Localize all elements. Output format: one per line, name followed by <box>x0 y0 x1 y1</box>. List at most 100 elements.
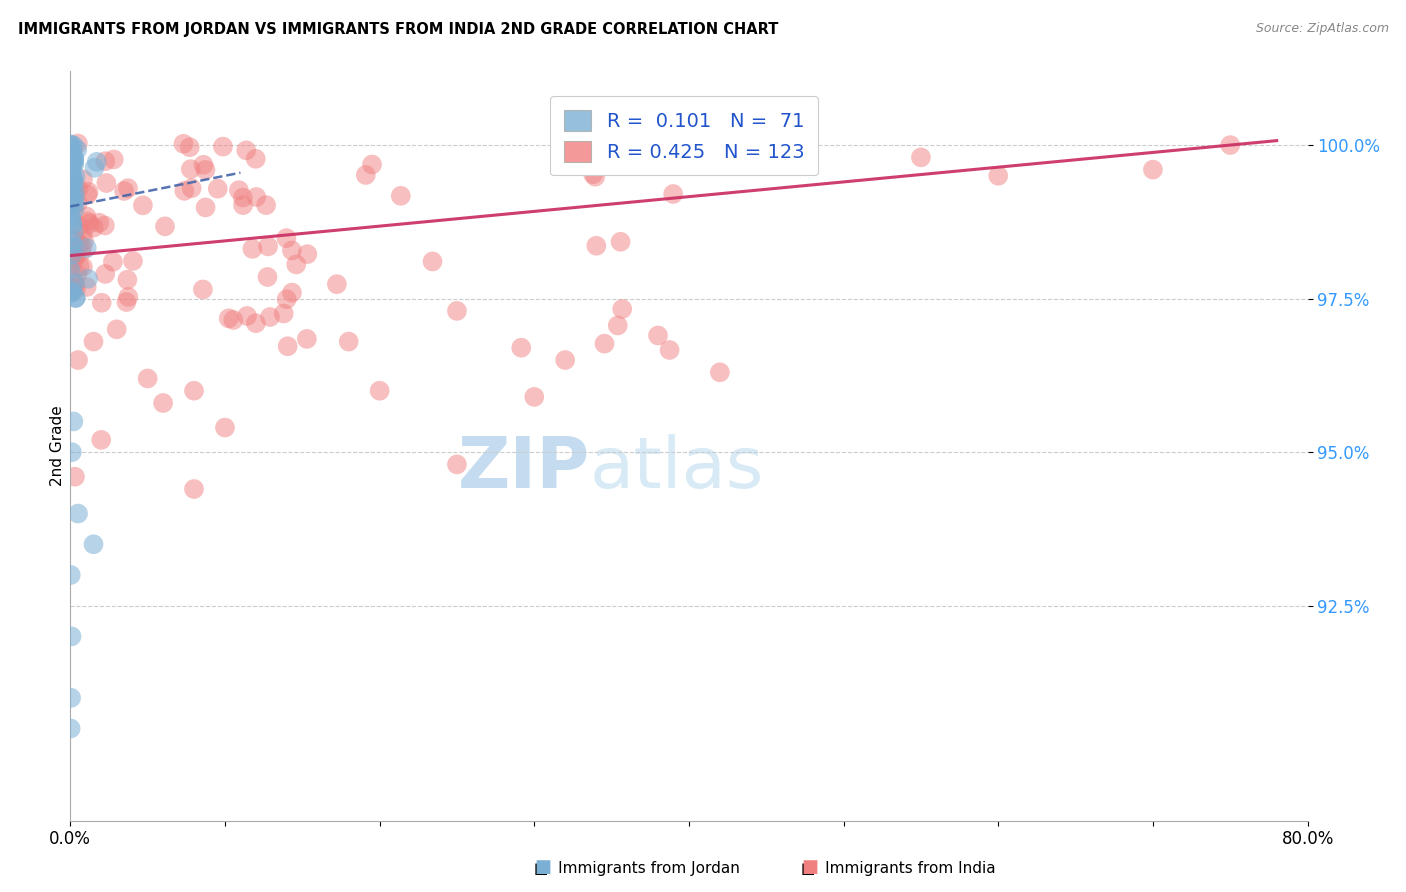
Point <box>232 198 254 212</box>
Point <box>60 172 83 186</box>
Point <box>60 168 83 182</box>
Point <box>112 184 135 198</box>
Point <box>63 184 86 198</box>
Point <box>62 283 84 297</box>
Point <box>173 184 195 198</box>
Point <box>183 482 205 496</box>
Point <box>65 232 87 246</box>
Point <box>207 182 229 196</box>
Point <box>101 254 124 268</box>
Point <box>77 185 100 199</box>
Point <box>276 231 298 245</box>
Point <box>90 295 112 310</box>
Point <box>59 187 82 202</box>
Point <box>1219 138 1241 153</box>
Point <box>65 277 87 292</box>
Point <box>60 629 83 643</box>
Point <box>89 216 111 230</box>
Point <box>172 136 194 151</box>
Point <box>245 152 267 166</box>
Text: ■: ■ <box>534 858 551 876</box>
Point <box>214 420 236 434</box>
Point <box>63 157 86 171</box>
Point <box>446 458 468 472</box>
Point <box>281 285 304 300</box>
Point <box>59 259 82 273</box>
Point <box>60 248 83 262</box>
Point <box>554 353 576 368</box>
Point <box>62 169 84 184</box>
Point <box>62 153 84 168</box>
Point <box>62 172 84 186</box>
Point <box>62 200 84 214</box>
Point <box>76 280 98 294</box>
Point <box>276 292 298 306</box>
Point <box>63 202 86 216</box>
Point <box>59 166 82 180</box>
Point <box>66 268 89 282</box>
Point <box>60 445 83 459</box>
Text: Source: ZipAtlas.com: Source: ZipAtlas.com <box>1256 22 1389 36</box>
Point <box>76 187 98 202</box>
Point <box>326 277 349 292</box>
Point <box>63 176 86 190</box>
Point <box>254 198 277 212</box>
Point <box>65 291 87 305</box>
Point <box>72 260 94 274</box>
Point <box>103 153 125 167</box>
Point <box>647 328 669 343</box>
Point <box>297 247 319 261</box>
Point <box>63 152 86 166</box>
Point <box>368 384 391 398</box>
Point <box>82 537 105 551</box>
Point <box>1142 162 1164 177</box>
Point <box>60 690 83 705</box>
Point <box>59 722 82 736</box>
Point <box>63 191 86 205</box>
Point <box>281 244 304 258</box>
Point <box>60 281 83 295</box>
Point <box>67 181 90 195</box>
Point <box>60 172 83 186</box>
Point <box>67 237 90 252</box>
Point <box>90 433 112 447</box>
Point <box>82 334 105 349</box>
Point <box>60 145 83 159</box>
Point <box>609 235 631 249</box>
Point <box>72 227 94 241</box>
Text: ■  Immigrants from Jordan: ■ Immigrants from Jordan <box>534 861 740 876</box>
Point <box>79 217 101 231</box>
Point <box>222 313 245 327</box>
Point <box>510 341 533 355</box>
Point <box>59 239 82 253</box>
Point <box>60 161 83 176</box>
Point <box>60 211 83 225</box>
Point <box>218 311 240 326</box>
Point <box>389 189 412 203</box>
Point <box>62 198 84 212</box>
Point <box>65 282 87 296</box>
Point <box>585 239 607 253</box>
Point <box>273 306 295 320</box>
Point <box>60 166 83 180</box>
Point <box>136 371 159 385</box>
Point <box>257 239 280 253</box>
Point <box>60 285 83 299</box>
Point <box>523 390 546 404</box>
Point <box>83 161 105 175</box>
Point <box>117 290 139 304</box>
Point <box>62 145 84 160</box>
Point <box>63 276 86 290</box>
Point <box>117 181 139 195</box>
Point <box>60 153 83 167</box>
Point <box>152 396 174 410</box>
Text: atlas: atlas <box>591 434 765 503</box>
Point <box>63 469 86 483</box>
Point <box>59 137 82 152</box>
Point <box>94 154 117 169</box>
Point <box>59 190 82 204</box>
Point <box>422 254 444 268</box>
Point <box>60 173 83 187</box>
Point <box>60 159 83 173</box>
Point <box>72 239 94 253</box>
